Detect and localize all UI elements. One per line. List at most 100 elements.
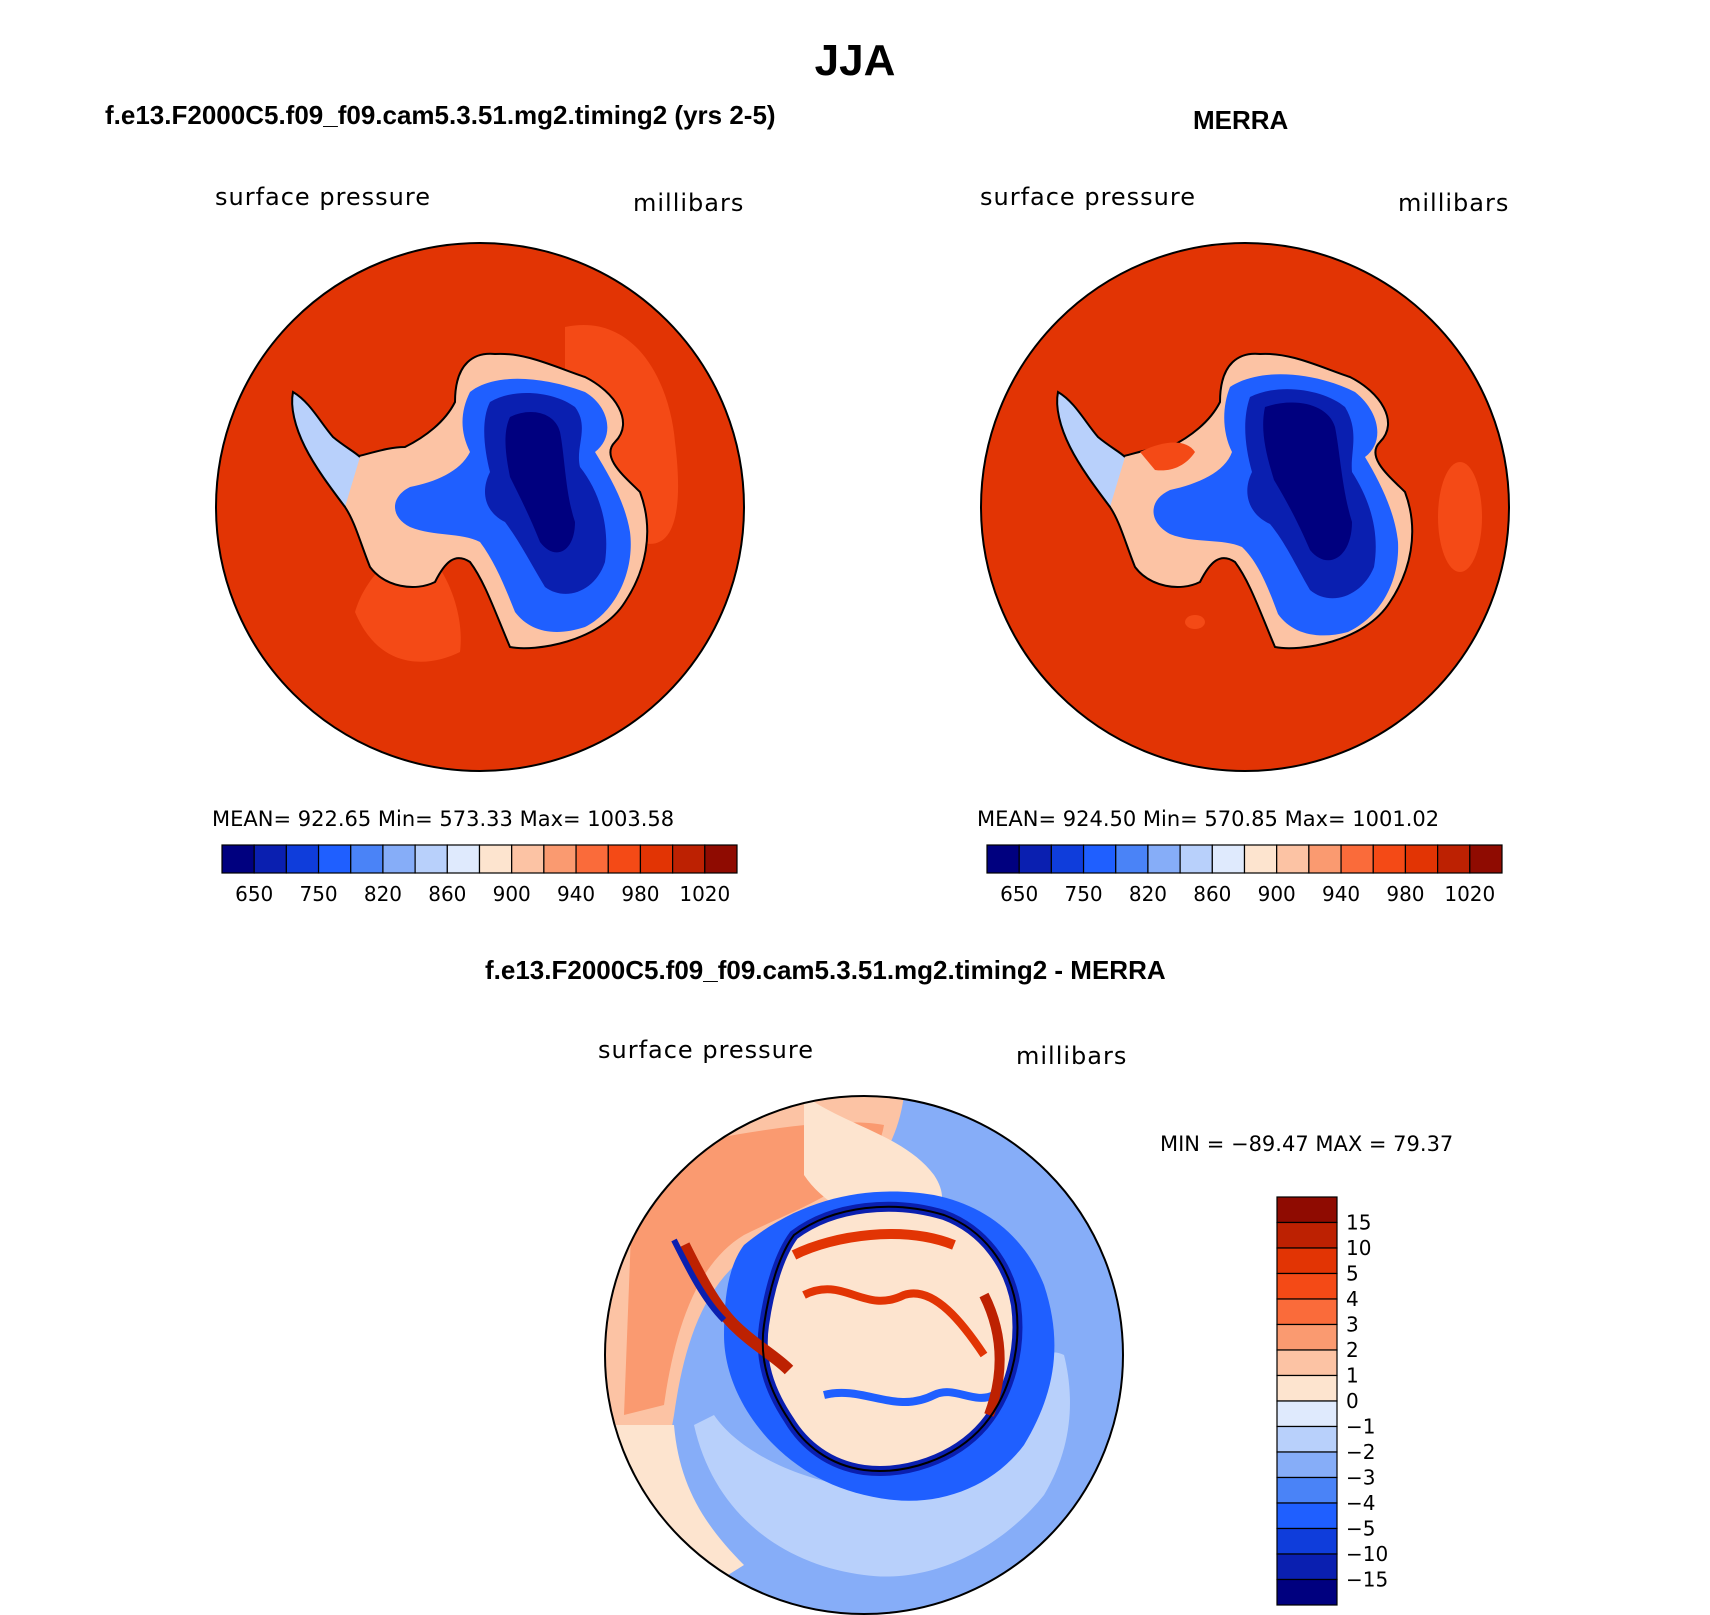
colorbar-cell	[1340, 844, 1374, 874]
colorbar-cell	[1050, 844, 1085, 874]
colorbar-cell	[704, 844, 738, 874]
colorbar-tick-label: −10	[1346, 1542, 1388, 1566]
colorbar-cell	[1276, 1527, 1338, 1555]
colorbar-tick-label: 3	[1346, 1313, 1359, 1337]
colorbar-tick-label: −3	[1346, 1466, 1375, 1490]
panel-2-colorbar: 650 750 820 860 900 940 980 1020	[986, 844, 1503, 906]
colorbar-cell	[1276, 1553, 1338, 1581]
colorbar-cell	[1276, 1451, 1338, 1479]
panel-3-variable-label: surface pressure	[598, 1036, 814, 1064]
field-pressure-anomaly	[1185, 615, 1205, 629]
colorbar-cell	[1276, 1196, 1338, 1224]
colorbar-cell	[1276, 1476, 1338, 1504]
panel-1-units-label: millibars	[633, 189, 745, 217]
field-high-plateau	[505, 412, 575, 553]
colorbar-cell	[672, 844, 706, 874]
colorbar-cell	[414, 844, 448, 874]
page-title: JJA	[814, 36, 896, 85]
colorbar-tick-label: 4	[1346, 1287, 1359, 1311]
colorbar-cell	[543, 844, 577, 874]
colorbar-tick-label: 980	[1386, 882, 1424, 906]
field-high-plateau	[1263, 402, 1352, 561]
colorbar-cell	[1243, 844, 1278, 874]
colorbar-cell	[1276, 1247, 1338, 1275]
colorbar-tick-label: 15	[1346, 1211, 1371, 1235]
colorbar-cell	[1469, 844, 1503, 874]
panel-1-title: f.e13.F2000C5.f09_f09.cam5.3.51.mg2.timi…	[105, 100, 776, 130]
colorbar-cell	[1404, 844, 1439, 874]
colorbar-cell	[446, 844, 481, 874]
colorbar-cell	[382, 844, 416, 874]
colorbar-cell	[253, 844, 287, 874]
peninsula	[291, 390, 361, 508]
colorbar-tick-label: 940	[1322, 882, 1360, 906]
colorbar-cell	[285, 844, 320, 874]
colorbar-cell	[1437, 844, 1471, 874]
colorbar-cell	[1211, 844, 1246, 874]
field-pressure-anomaly	[1438, 462, 1482, 572]
field-pressure-anomaly	[1140, 442, 1195, 471]
colorbar-tick-label: −15	[1346, 1568, 1388, 1592]
colorbar-cell	[317, 844, 352, 874]
colorbar-tick-label: 0	[1346, 1389, 1359, 1413]
colorbar-cell	[1276, 1425, 1338, 1453]
panel-3-map	[604, 1095, 1124, 1615]
colorbar-cell	[639, 844, 674, 874]
colorbar-tick-label: 1	[1346, 1364, 1359, 1388]
colorbar-cell	[1018, 844, 1052, 874]
colorbar-cell	[986, 844, 1020, 874]
colorbar-tick-label: 750	[299, 882, 337, 906]
colorbar-cell	[1276, 1502, 1338, 1530]
colorbar-tick-label: 650	[1000, 882, 1038, 906]
colorbar-tick-label: 820	[1129, 882, 1167, 906]
colorbar-cell	[1276, 1374, 1338, 1402]
coastline	[761, 1205, 1019, 1472]
colorbar-cell	[350, 844, 384, 874]
colorbar-tick-label: 900	[493, 882, 531, 906]
colorbar-cell	[1276, 1272, 1338, 1300]
panel-1-map	[215, 242, 745, 772]
colorbar-tick-label: −2	[1346, 1440, 1375, 1464]
colorbar-cell	[1276, 1349, 1338, 1377]
panel-2-variable-label: surface pressure	[980, 183, 1196, 211]
panel-2-units-label: millibars	[1398, 189, 1510, 217]
colorbar-cell	[1276, 1221, 1338, 1249]
panel-1-variable-label: surface pressure	[215, 183, 431, 211]
colorbar-cell	[1147, 844, 1181, 874]
peninsula	[1056, 390, 1126, 508]
colorbar-cell	[1276, 844, 1310, 874]
colorbar-cell	[478, 844, 513, 874]
colorbar-tick-label: −1	[1346, 1415, 1375, 1439]
colorbar-tick-label: 940	[557, 882, 595, 906]
colorbar-tick-label: 10	[1346, 1236, 1371, 1260]
colorbar-tick-label: 860	[428, 882, 466, 906]
colorbar-tick-label: 900	[1258, 882, 1296, 906]
colorbar-tick-label: 2	[1346, 1338, 1359, 1362]
colorbar-cell	[1115, 844, 1149, 874]
panel-3-stats: MIN = −89.47 MAX = 79.37	[1160, 1132, 1454, 1156]
colorbar-cell	[1276, 1323, 1338, 1351]
panel-3-units-label: millibars	[1016, 1042, 1128, 1070]
panel-1-colorbar: 650 750 820 860 900 940 980 1020	[221, 844, 738, 906]
panel-2-map	[980, 242, 1510, 772]
colorbar-cell	[511, 844, 545, 874]
colorbar-tick-label: 650	[235, 882, 273, 906]
colorbar-tick-label: 5	[1346, 1262, 1359, 1286]
colorbar-cell	[1276, 1578, 1338, 1606]
colorbar-tick-label: 1020	[1444, 882, 1495, 906]
colorbar-tick-label: −5	[1346, 1517, 1375, 1541]
colorbar-cell	[1179, 844, 1213, 874]
colorbar-tick-label: −4	[1346, 1491, 1375, 1515]
colorbar-tick-label: 820	[364, 882, 402, 906]
panel-2-stats: MEAN= 924.50 Min= 570.85 Max= 1001.02	[977, 807, 1440, 831]
colorbar-cell	[1276, 1298, 1338, 1326]
panel-3-title: f.e13.F2000C5.f09_f09.cam5.3.51.mg2.timi…	[485, 955, 1166, 985]
colorbar-tick-label: 1020	[679, 882, 730, 906]
colorbar-tick-label: 860	[1193, 882, 1231, 906]
colorbar-cell	[1276, 1400, 1338, 1428]
panel-2-title: MERRA	[1193, 105, 1289, 135]
colorbar-cell	[1082, 844, 1117, 874]
colorbar-tick-label: 750	[1064, 882, 1102, 906]
colorbar-cell	[607, 844, 642, 874]
